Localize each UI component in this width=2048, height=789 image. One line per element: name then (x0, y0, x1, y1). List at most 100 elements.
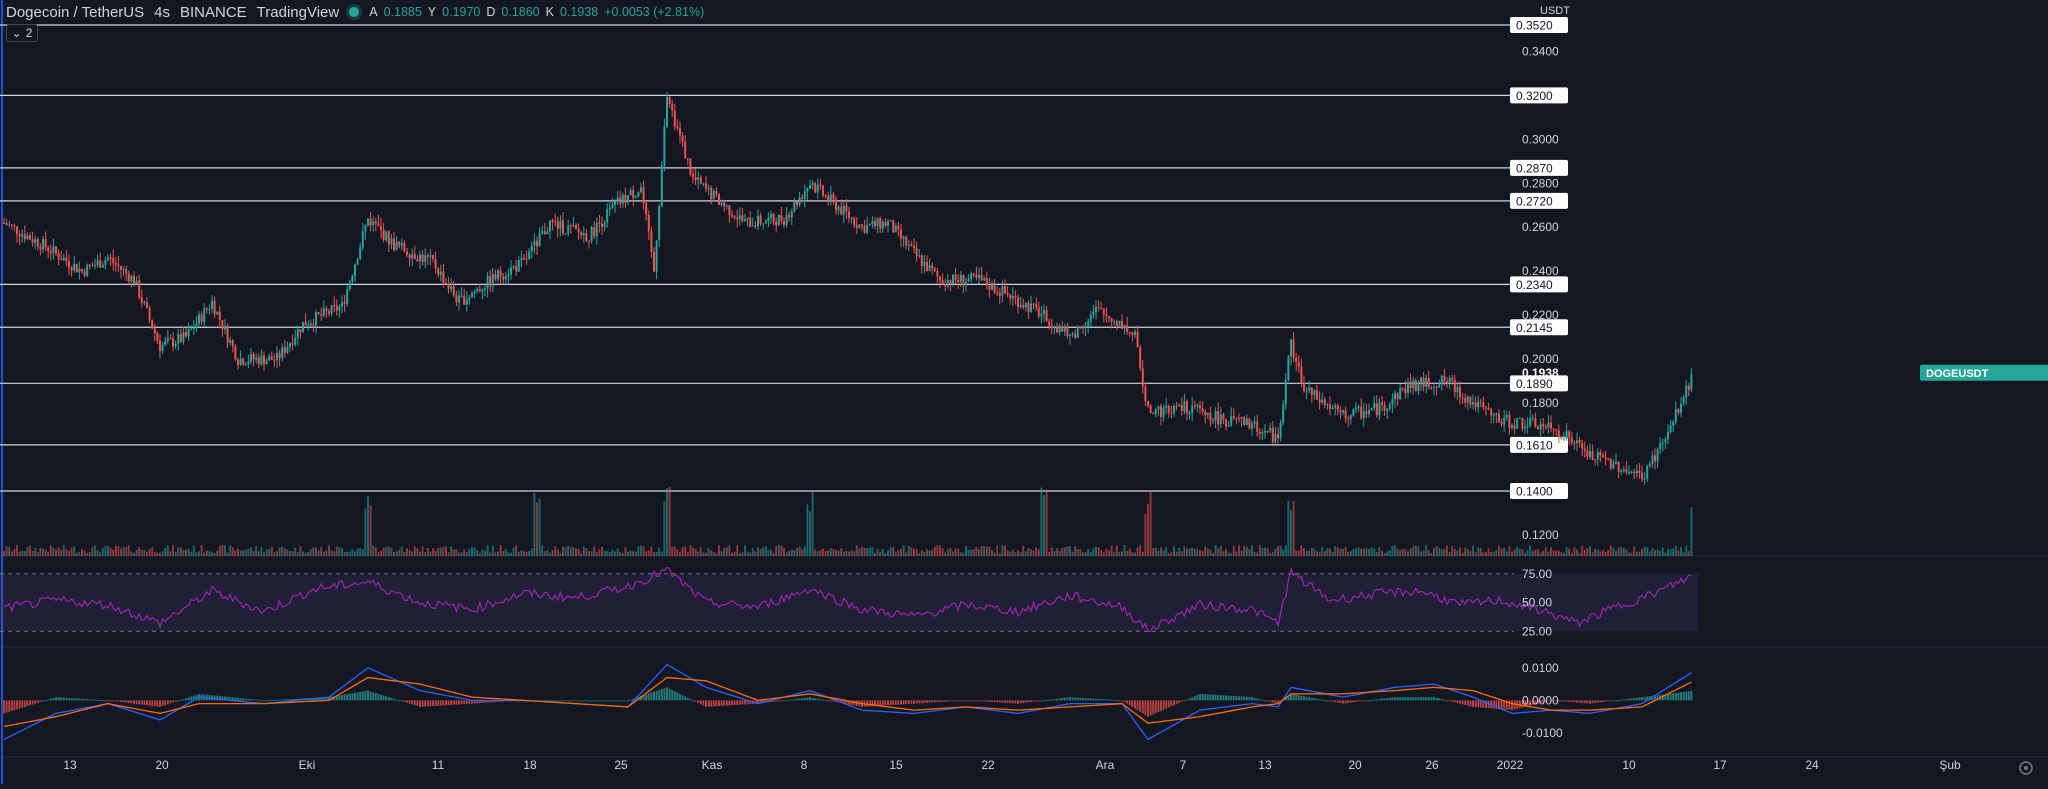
macd-histogram-bar (915, 700, 918, 704)
macd-histogram-bar (1477, 700, 1480, 708)
macd-histogram-bar (1355, 700, 1357, 702)
candle-body (393, 238, 395, 251)
volume-bar (68, 550, 70, 556)
volume-bar (918, 552, 921, 556)
candle-body (705, 183, 707, 189)
macd-histogram-bar (1349, 700, 1352, 703)
candle-body (697, 177, 700, 181)
volume-bar (88, 552, 91, 556)
interval-label[interactable]: 4s (154, 3, 170, 21)
macd-histogram-bar (1407, 697, 1409, 701)
price-tick-label: 0.2800 (1522, 176, 1559, 190)
volume-bar (788, 550, 791, 556)
macd-histogram-bar (286, 699, 289, 701)
macd-histogram-bar (395, 699, 398, 701)
volume-bar (31, 551, 34, 556)
candle-body (208, 308, 211, 310)
candle-body (138, 280, 141, 298)
candle-body (29, 235, 31, 240)
volume-bar (192, 545, 195, 556)
volume-bar (517, 552, 520, 556)
macd-histogram-bar (426, 700, 429, 707)
macd-histogram-bar (697, 700, 700, 703)
volume-bar (1017, 550, 1019, 556)
candle-body (120, 266, 122, 270)
candle-body (1251, 423, 1253, 429)
macd-histogram-bar (1362, 700, 1365, 702)
macd-histogram-bar (473, 700, 476, 704)
candle-body (460, 295, 463, 297)
volume-bar (1139, 545, 1142, 556)
macd-histogram-bar (1344, 700, 1347, 704)
candle-body (1615, 461, 1617, 464)
candle-body (343, 301, 346, 304)
volume-bar (117, 546, 120, 556)
candle-body (109, 257, 112, 259)
candle-body (559, 220, 562, 229)
macd-histogram-bar (1076, 697, 1079, 701)
volume-bar (34, 547, 37, 556)
candle-body (1165, 405, 1168, 408)
macd-histogram-bar (741, 700, 744, 705)
volume-bar (1066, 546, 1069, 556)
candle-body (385, 231, 388, 241)
volume-bar (13, 549, 16, 556)
candle-body (1326, 404, 1329, 406)
volume-bar (486, 545, 489, 556)
candle-body (57, 252, 60, 260)
macd-histogram-bar (1412, 697, 1415, 701)
candle-body (471, 293, 473, 298)
candle-body (720, 202, 723, 205)
candle-body (255, 357, 258, 360)
indicators-toggle-button[interactable]: ⌄ 2 (6, 24, 38, 42)
volume-bar (1370, 547, 1373, 556)
candle-body (26, 235, 29, 239)
macd-histogram-bar (1552, 700, 1555, 702)
volume-bar (816, 551, 819, 556)
candle-body (1661, 442, 1664, 444)
macd-histogram-bar (1451, 700, 1454, 702)
macd-histogram-bar (1300, 695, 1303, 701)
volume-bar (1464, 547, 1467, 556)
candle-body (1550, 422, 1552, 429)
candle-body (588, 240, 590, 242)
candle-body (302, 321, 304, 333)
volume-bar (309, 549, 312, 556)
candle-body (881, 221, 884, 229)
volume-bar (1110, 545, 1113, 556)
macd-histogram-bar (1066, 697, 1069, 701)
volume-bar (1180, 551, 1183, 556)
volume-bar (1391, 545, 1394, 556)
settings-gear-icon[interactable] (2019, 761, 2033, 775)
macd-histogram-bar (939, 700, 941, 702)
volume-bar (1115, 545, 1118, 556)
candle-body (1362, 411, 1365, 419)
candle-body (270, 356, 273, 360)
candle-body (801, 197, 804, 199)
macd-histogram-bar (1035, 700, 1038, 702)
macd-histogram-bar (1105, 699, 1108, 701)
macd-histogram-bar (29, 700, 31, 706)
level-price-box (1510, 319, 1568, 336)
volume-bar (741, 552, 744, 556)
macd-histogram-bar (1409, 697, 1412, 701)
macd-histogram-bar (1534, 700, 1537, 705)
macd-histogram-bar (941, 700, 944, 702)
candle-body (1045, 309, 1048, 322)
volume-bar (1040, 487, 1043, 556)
volume-bar (1310, 547, 1313, 556)
candle-body (1147, 400, 1149, 406)
volume-bar (234, 550, 237, 556)
volume-bar (777, 545, 780, 556)
volume-bar (1438, 547, 1441, 556)
volume-bar (325, 550, 328, 556)
volume-bar (200, 545, 203, 556)
candle-body (827, 195, 830, 201)
candle-body (1074, 333, 1077, 338)
volume-bar (8, 546, 11, 556)
macd-histogram-bar (361, 691, 364, 701)
symbol-name[interactable]: Dogecoin / TetherUS (6, 3, 145, 21)
macd-histogram-bar (640, 696, 642, 701)
